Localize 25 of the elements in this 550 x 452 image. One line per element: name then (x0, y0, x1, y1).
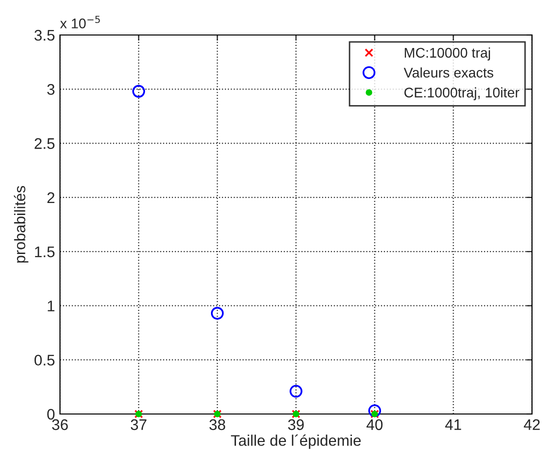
y-tick-label: 0 (47, 408, 55, 420)
x-tick-label: 37 (130, 419, 146, 430)
legend-label: CE:1000traj, 10iter (404, 87, 520, 100)
legend-label: Valeurs exacts (404, 67, 494, 78)
x-tick-label: 40 (366, 419, 383, 430)
x-tick-label: 39 (288, 419, 304, 430)
y-tick-label: 3.5 (34, 30, 54, 41)
x-tick-label: 36 (52, 419, 68, 430)
y-tick-label: 1.5 (35, 246, 54, 258)
point (368, 404, 382, 418)
x-axis-title: Taille de l´épidemie (230, 434, 361, 449)
y-tick-label: 2 (47, 192, 54, 203)
y-tick-label: 3 (47, 84, 54, 95)
x-tick-label: 42 (524, 419, 540, 430)
point (132, 84, 146, 98)
y-axis-title: probabilités (14, 186, 28, 263)
legend-label: MC:10000 traj (404, 48, 490, 60)
point (290, 384, 302, 398)
y-tick-label: 1 (48, 300, 54, 312)
y-tick-label: 0.5 (34, 354, 54, 366)
x-tick-label: 41 (445, 419, 462, 430)
x-tick-label: 38 (209, 419, 226, 430)
point (210, 306, 224, 320)
y-tick-label: 2.5 (34, 138, 54, 149)
text: x 10$^{−5}$ (60, 16, 100, 28)
